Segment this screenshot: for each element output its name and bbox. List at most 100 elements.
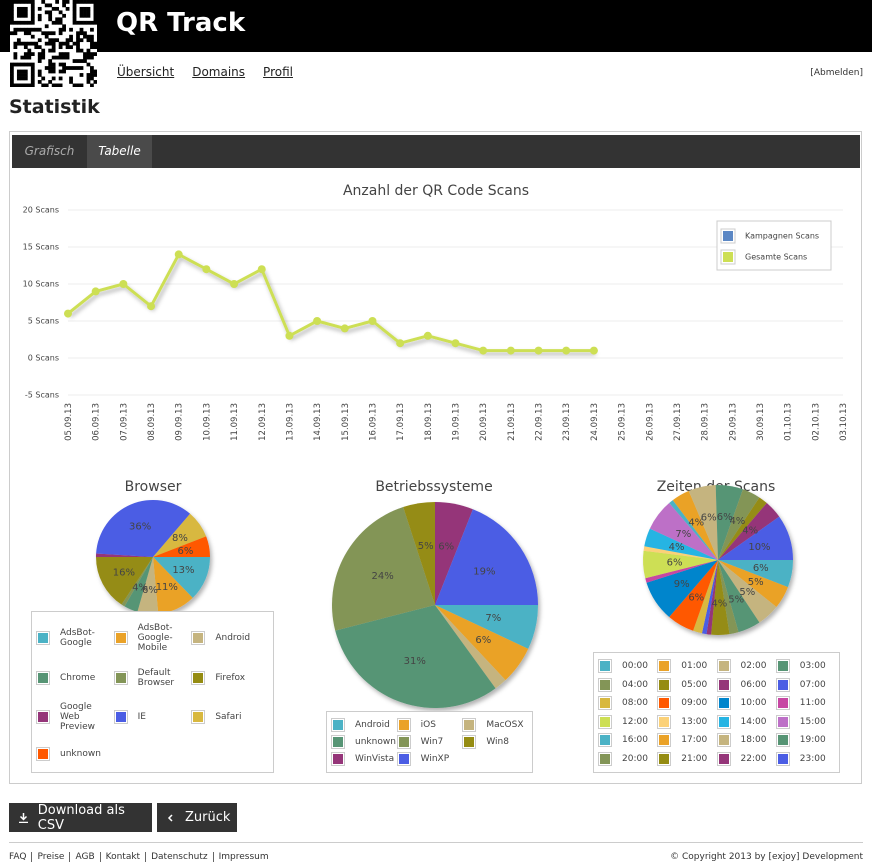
qr-module [20,6,25,11]
legend-swatch-frame [331,717,345,732]
legend-swatch [115,672,126,683]
legend-swatch [115,633,126,644]
qr-module [58,41,63,46]
legend-item: unknown [331,734,397,749]
footer-link[interactable]: Impressum [212,852,274,862]
qr-module [34,27,39,32]
qr-module [55,0,60,4]
footer-link[interactable]: Preise [31,852,69,862]
legend-item: Default Browser [113,667,192,688]
qr-module [55,6,60,11]
legend-item: 12:00 [598,714,657,729]
legend-item: 22:00 [716,751,776,766]
logout-link[interactable]: [Abmelden] [810,68,863,78]
footer-link[interactable]: AGB [69,852,99,862]
y-tick-label: 20 Scans [23,206,59,215]
pie-slice [435,509,538,605]
slice-label: 11% [156,582,178,593]
legend-swatch [777,735,788,746]
legend-label: Default Browser [137,667,175,688]
qr-module [76,31,80,36]
nav-link[interactable]: Domains [192,65,246,79]
nav-link[interactable]: Profil [263,65,293,79]
qr-module [72,10,77,15]
qr-module [93,45,97,50]
qr-module [10,76,14,81]
qr-module [34,41,39,46]
tab-active[interactable]: Tabelle [87,135,152,168]
x-tick-label: 26.09.13 [645,403,655,441]
qr-module [76,38,80,43]
qr-module [51,55,56,60]
legend-label: iOS [420,719,436,730]
series-point [174,250,183,259]
qr-module [79,31,84,36]
qr-module [86,62,91,67]
qr-module [16,0,21,4]
legend-swatch-frame [716,659,731,674]
legend-item: 15:00 [775,714,835,729]
legend-swatch [723,231,733,241]
legend-swatch [333,736,343,747]
legend-item: Google Web Preview [36,702,114,732]
qr-module [16,41,21,46]
qr-module [76,59,80,63]
qr-module [27,0,32,4]
qr-module [27,27,32,32]
qr-module [86,13,91,18]
pie-slice [96,500,191,557]
legend-swatch [777,661,788,672]
legend-swatch [464,736,475,747]
qr-module [86,6,91,11]
qr-module [90,66,94,70]
download-button[interactable]: Download als CSV [9,803,152,833]
qr-module [83,0,87,4]
x-tick-label: 22.09.13 [535,403,545,441]
legend-label: 23:00 [799,753,826,764]
legend-swatch-frame [36,710,50,725]
qr-module [86,52,91,56]
legend-item: Safari [191,710,269,725]
qr-module [44,83,49,87]
qr-module [30,17,35,22]
qr-module [51,69,56,74]
back-button[interactable]: Zurück [157,803,237,832]
qr-module [10,73,14,77]
slice-label: 4% [742,526,758,537]
footer-link[interactable]: Datenschutz [145,852,213,862]
pie-slice [718,560,760,633]
slice-label: 4% [688,517,704,528]
footer-rule [9,842,863,843]
legend-item: MacOSX [462,717,528,732]
pie-slice [435,605,538,649]
legend-label: 06:00 [740,679,767,690]
legend-item: 01:00 [657,659,716,674]
qr-module [90,45,94,50]
tab[interactable]: Grafisch [24,144,75,158]
legend-item: IE [113,710,192,725]
legend-swatch [659,698,670,709]
legend-label: 14:00 [740,716,767,727]
legend-swatch-frame [716,677,731,692]
qr-module [13,27,18,32]
qr-module [20,27,25,32]
x-tick-label: 01.10.13 [784,403,794,441]
qr-module [16,73,21,77]
footer-link[interactable]: FAQ [9,852,27,862]
qr-module [10,69,14,74]
qr-module [37,55,42,60]
pie-slice [701,560,718,635]
legend-item: 21:00 [657,751,716,766]
footer-link[interactable]: Kontakt [99,852,145,862]
qr-module [55,17,60,22]
nav-link[interactable]: Übersicht [117,65,175,79]
qr-module [37,73,42,77]
qr-module [72,59,77,63]
slice-label: 6% [475,635,491,646]
qr-module [79,0,84,4]
legend-item: 16:00 [598,733,657,748]
qr-logo[interactable] [10,0,97,87]
slice-label: 7% [675,529,691,540]
pie-slice [718,489,760,560]
qr-module [83,6,87,11]
